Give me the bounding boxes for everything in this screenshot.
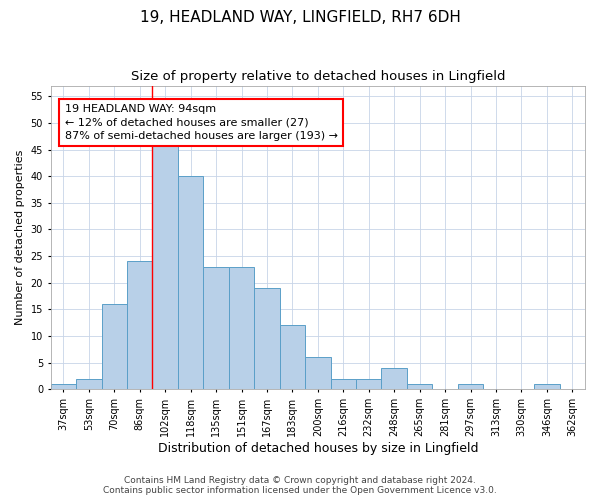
Bar bbox=[305, 358, 331, 390]
Y-axis label: Number of detached properties: Number of detached properties bbox=[15, 150, 25, 325]
Bar bbox=[152, 144, 178, 390]
Bar bbox=[101, 304, 127, 390]
Bar bbox=[76, 379, 101, 390]
Bar bbox=[127, 262, 152, 390]
X-axis label: Distribution of detached houses by size in Lingfield: Distribution of detached houses by size … bbox=[158, 442, 478, 455]
Bar bbox=[534, 384, 560, 390]
Bar bbox=[254, 288, 280, 390]
Bar bbox=[50, 384, 76, 390]
Bar bbox=[229, 267, 254, 390]
Bar bbox=[356, 379, 382, 390]
Text: 19 HEADLAND WAY: 94sqm
← 12% of detached houses are smaller (27)
87% of semi-det: 19 HEADLAND WAY: 94sqm ← 12% of detached… bbox=[65, 104, 338, 141]
Text: 19, HEADLAND WAY, LINGFIELD, RH7 6DH: 19, HEADLAND WAY, LINGFIELD, RH7 6DH bbox=[140, 10, 460, 25]
Title: Size of property relative to detached houses in Lingfield: Size of property relative to detached ho… bbox=[131, 70, 505, 83]
Bar bbox=[178, 176, 203, 390]
Bar bbox=[407, 384, 433, 390]
Bar bbox=[203, 267, 229, 390]
Bar bbox=[382, 368, 407, 390]
Text: Contains HM Land Registry data © Crown copyright and database right 2024.
Contai: Contains HM Land Registry data © Crown c… bbox=[103, 476, 497, 495]
Bar bbox=[458, 384, 483, 390]
Bar bbox=[280, 326, 305, 390]
Bar bbox=[331, 379, 356, 390]
